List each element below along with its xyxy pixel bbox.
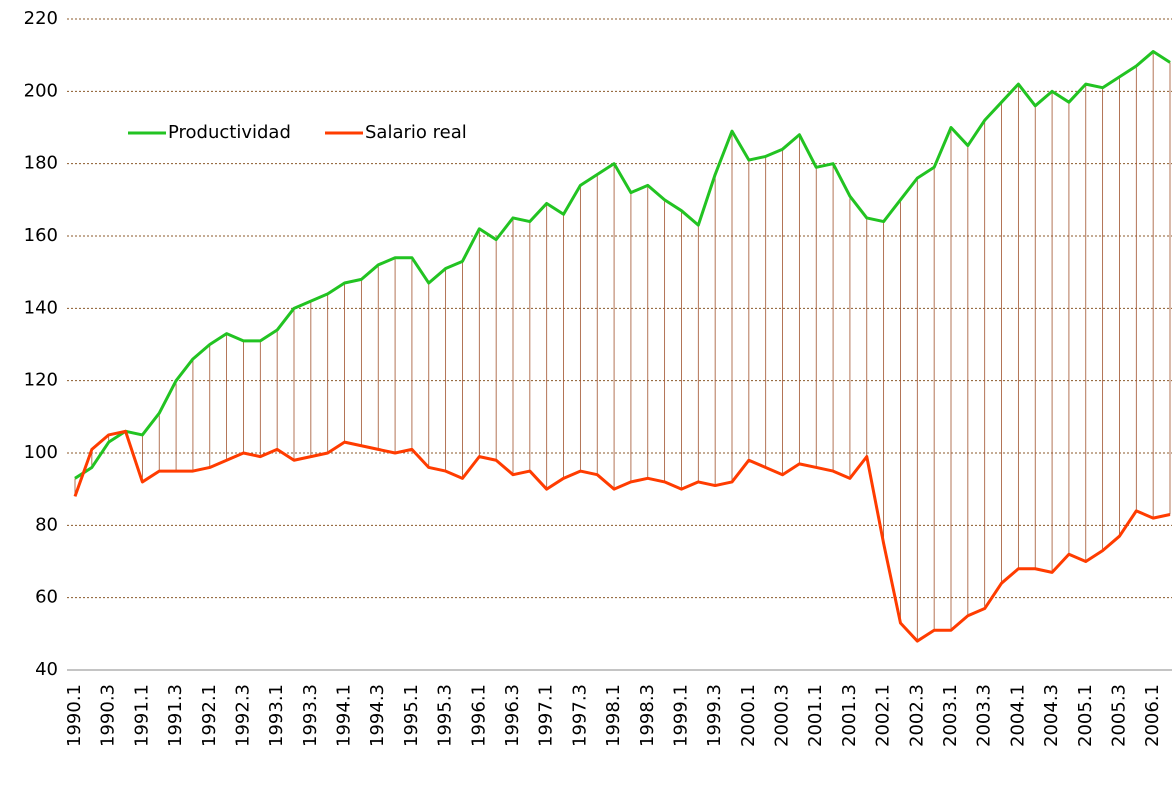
x-tick-label: 2004.3 — [1041, 684, 1062, 747]
y-tick-label: 220 — [24, 8, 58, 29]
x-tick-label: 1991.3 — [165, 684, 186, 747]
y-tick-label: 80 — [35, 514, 58, 535]
x-tick-label: 1997.1 — [536, 684, 557, 747]
x-tick-label: 2005.3 — [1108, 684, 1129, 747]
x-tick-label: 1998.3 — [637, 684, 658, 747]
x-tick-label: 1990.1 — [64, 684, 85, 747]
x-tick-label: 2000.3 — [772, 684, 793, 747]
x-tick-label: 2005.1 — [1075, 684, 1096, 747]
series-line — [74, 50, 1171, 480]
legend-label: Productividad — [168, 122, 291, 143]
x-tick-label: 1996.1 — [468, 684, 489, 747]
x-tick-label: 2006.1 — [1142, 684, 1163, 747]
y-tick-label: 120 — [24, 370, 58, 391]
y-tick-label: 100 — [24, 442, 58, 463]
y-tick-label: 60 — [35, 587, 58, 608]
x-tick-label: 1996.3 — [502, 684, 523, 747]
y-tick-label: 180 — [24, 153, 58, 174]
x-tick-label: 2001.3 — [839, 684, 860, 747]
x-tick-label: 1992.3 — [232, 684, 253, 747]
x-tick-label: 2000.1 — [738, 684, 759, 747]
x-tick-label: 1994.1 — [334, 684, 355, 747]
x-tick-label: 2004.1 — [1007, 684, 1028, 747]
x-tick-label: 1991.1 — [131, 684, 152, 747]
legend-label: Salario real — [365, 122, 467, 143]
x-tick-label: 2002.1 — [873, 684, 894, 747]
x-tick-label: 1993.3 — [300, 684, 321, 747]
x-tick-label: 2003.1 — [940, 684, 961, 747]
x-tick-label: 1999.1 — [670, 684, 691, 747]
y-tick-label: 200 — [24, 80, 58, 101]
x-tick-label: 1995.3 — [435, 684, 456, 747]
y-tick-label: 40 — [35, 659, 58, 680]
x-tick-label: 1993.1 — [266, 684, 287, 747]
y-tick-label: 160 — [24, 225, 58, 246]
x-tick-label: 1990.3 — [98, 684, 119, 747]
x-tick-label: 1994.3 — [367, 684, 388, 747]
series-line — [73, 429, 1171, 643]
x-tick-label: 1998.1 — [603, 684, 624, 747]
x-tick-label: 2003.3 — [974, 684, 995, 747]
x-tick-label: 2002.3 — [906, 684, 927, 747]
x-tick-label: 2001.1 — [805, 684, 826, 747]
y-tick-label: 140 — [24, 297, 58, 318]
x-tick-label: 1999.3 — [704, 684, 725, 747]
x-tick-label: 1995.1 — [401, 684, 422, 747]
x-tick-label: 1992.1 — [199, 684, 220, 747]
x-tick-label: 1997.3 — [569, 684, 590, 747]
